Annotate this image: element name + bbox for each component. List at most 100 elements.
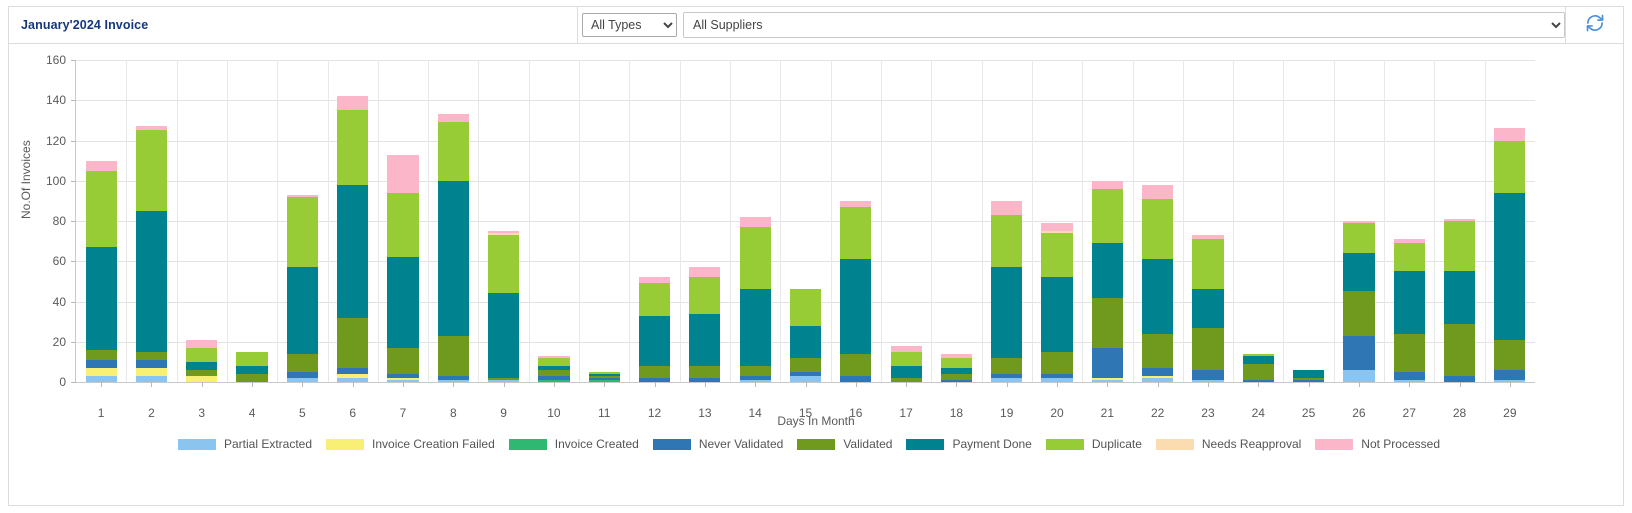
legend-item-duplicate[interactable]: Duplicate (1045, 437, 1142, 451)
bar-segment-payment-done[interactable] (940, 367, 973, 374)
bar-segment-payment-done[interactable] (1293, 369, 1325, 378)
bar-segment-duplicate[interactable] (1343, 223, 1375, 254)
bar-day-25[interactable] (1293, 369, 1325, 382)
bar-segment-not-processed[interactable] (940, 353, 973, 358)
bar-segment-partial-extracted[interactable] (387, 380, 419, 382)
bar-segment-validated[interactable] (840, 353, 872, 376)
bar-segment-payment-done[interactable] (437, 180, 469, 336)
bar-day-20[interactable] (1041, 223, 1073, 382)
bar-segment-never-validated[interactable] (538, 375, 570, 380)
refresh-button[interactable] (1565, 7, 1623, 43)
legend-item-needs-reapproval[interactable]: Needs Reapproval (1155, 437, 1301, 451)
bar-segment-partial-extracted[interactable] (1142, 377, 1174, 382)
bar-day-1[interactable] (85, 160, 117, 382)
bar-segment-validated[interactable] (1242, 363, 1274, 380)
bar-segment-payment-done[interactable] (991, 267, 1023, 358)
bar-segment-duplicate[interactable] (488, 235, 520, 294)
bar-segment-payment-done[interactable] (236, 365, 268, 374)
bar-segment-never-validated[interactable] (1494, 369, 1526, 380)
bar-segment-never-validated[interactable] (588, 378, 620, 380)
bar-segment-validated[interactable] (940, 373, 973, 380)
bar-segment-never-validated[interactable] (286, 371, 318, 378)
bar-segment-never-validated[interactable] (739, 375, 771, 380)
bar-segment-not-processed[interactable] (437, 114, 469, 123)
bar-day-12[interactable] (638, 277, 671, 382)
bar-segment-not-processed[interactable] (890, 345, 922, 352)
bar-segment-duplicate[interactable] (1041, 233, 1073, 278)
bar-segment-duplicate[interactable] (186, 347, 218, 362)
legend-item-never-validated[interactable]: Never Validated (652, 437, 783, 451)
bar-segment-not-processed[interactable] (135, 126, 168, 131)
bar-segment-payment-done[interactable] (1242, 355, 1274, 364)
bar-day-27[interactable] (1393, 239, 1425, 382)
bar-segment-duplicate[interactable] (337, 110, 369, 185)
bar-segment-invoice-created[interactable] (588, 380, 620, 382)
bar-segment-validated[interactable] (1091, 297, 1123, 348)
bar-day-10[interactable] (538, 355, 570, 382)
bar-segment-invoice-creation-failed[interactable] (337, 373, 369, 378)
legend-item-invoice-created[interactable]: Invoice Created (508, 437, 639, 451)
bar-segment-duplicate[interactable] (1494, 140, 1526, 193)
bar-segment-validated[interactable] (135, 351, 168, 360)
bar-segment-validated[interactable] (1192, 327, 1224, 370)
bar-day-14[interactable] (739, 217, 771, 382)
bar-segment-validated[interactable] (1142, 333, 1174, 368)
bar-segment-not-processed[interactable] (85, 160, 117, 171)
bar-day-11[interactable] (588, 372, 620, 382)
bar-segment-duplicate[interactable] (1091, 188, 1123, 244)
bar-segment-validated[interactable] (638, 365, 671, 378)
bar-segment-duplicate[interactable] (991, 215, 1023, 268)
bar-segment-never-validated[interactable] (1343, 335, 1375, 370)
bar-segment-not-processed[interactable] (1091, 180, 1123, 189)
bar-segment-not-processed[interactable] (488, 231, 520, 234)
bar-segment-partial-extracted[interactable] (739, 380, 771, 382)
bar-segment-never-validated[interactable] (1041, 373, 1073, 378)
bar-segment-partial-extracted[interactable] (286, 377, 318, 382)
bar-day-4[interactable] (236, 351, 268, 382)
bar-segment-not-processed[interactable] (1142, 184, 1174, 199)
bar-day-17[interactable] (890, 345, 922, 382)
bar-segment-payment-done[interactable] (85, 247, 117, 350)
bar-segment-payment-done[interactable] (588, 374, 620, 376)
bar-segment-partial-extracted[interactable] (437, 380, 469, 382)
bar-segment-payment-done[interactable] (1041, 277, 1073, 352)
bar-segment-duplicate[interactable] (538, 357, 570, 366)
bar-segment-validated[interactable] (286, 353, 318, 372)
bar-day-29[interactable] (1494, 128, 1526, 382)
bar-segment-validated[interactable] (236, 373, 268, 382)
bar-day-22[interactable] (1142, 184, 1174, 382)
bar-segment-partial-extracted[interactable] (1343, 369, 1375, 382)
bar-segment-never-validated[interactable] (638, 377, 671, 382)
bar-segment-validated[interactable] (538, 369, 570, 376)
bar-segment-payment-done[interactable] (387, 257, 419, 348)
bar-segment-duplicate[interactable] (1443, 221, 1476, 272)
bar-segment-never-validated[interactable] (85, 359, 117, 368)
bar-segment-never-validated[interactable] (940, 380, 973, 382)
bar-segment-duplicate[interactable] (739, 227, 771, 290)
bar-segment-not-processed[interactable] (286, 194, 318, 197)
type-filter-select[interactable]: All Types (582, 13, 677, 37)
bar-segment-validated[interactable] (689, 365, 721, 378)
bar-segment-duplicate[interactable] (638, 283, 671, 316)
bar-segment-payment-done[interactable] (689, 313, 721, 366)
bar-segment-never-validated[interactable] (1443, 375, 1476, 382)
bar-day-21[interactable] (1091, 180, 1123, 382)
bar-segment-partial-extracted[interactable] (488, 380, 520, 382)
bar-segment-needs-reapproval[interactable] (1041, 231, 1073, 234)
bar-day-15[interactable] (789, 289, 822, 382)
bar-segment-duplicate[interactable] (85, 170, 117, 248)
bar-segment-partial-extracted[interactable] (85, 375, 117, 382)
bar-segment-payment-done[interactable] (638, 315, 671, 366)
bar-segment-never-validated[interactable] (789, 371, 822, 376)
bar-segment-payment-done[interactable] (538, 365, 570, 370)
bar-segment-never-validated[interactable] (1142, 367, 1174, 376)
legend-item-invoice-creation-failed[interactable]: Invoice Creation Failed (326, 437, 495, 451)
bar-segment-never-validated[interactable] (1242, 380, 1274, 382)
bar-segment-payment-done[interactable] (135, 210, 168, 352)
bar-segment-never-validated[interactable] (387, 373, 419, 378)
bar-segment-invoice-creation-failed[interactable] (1091, 378, 1123, 380)
bar-segment-duplicate[interactable] (1192, 239, 1224, 290)
bar-day-2[interactable] (135, 126, 168, 382)
bar-segment-validated[interactable] (1494, 339, 1526, 370)
bar-segment-validated[interactable] (337, 317, 369, 368)
